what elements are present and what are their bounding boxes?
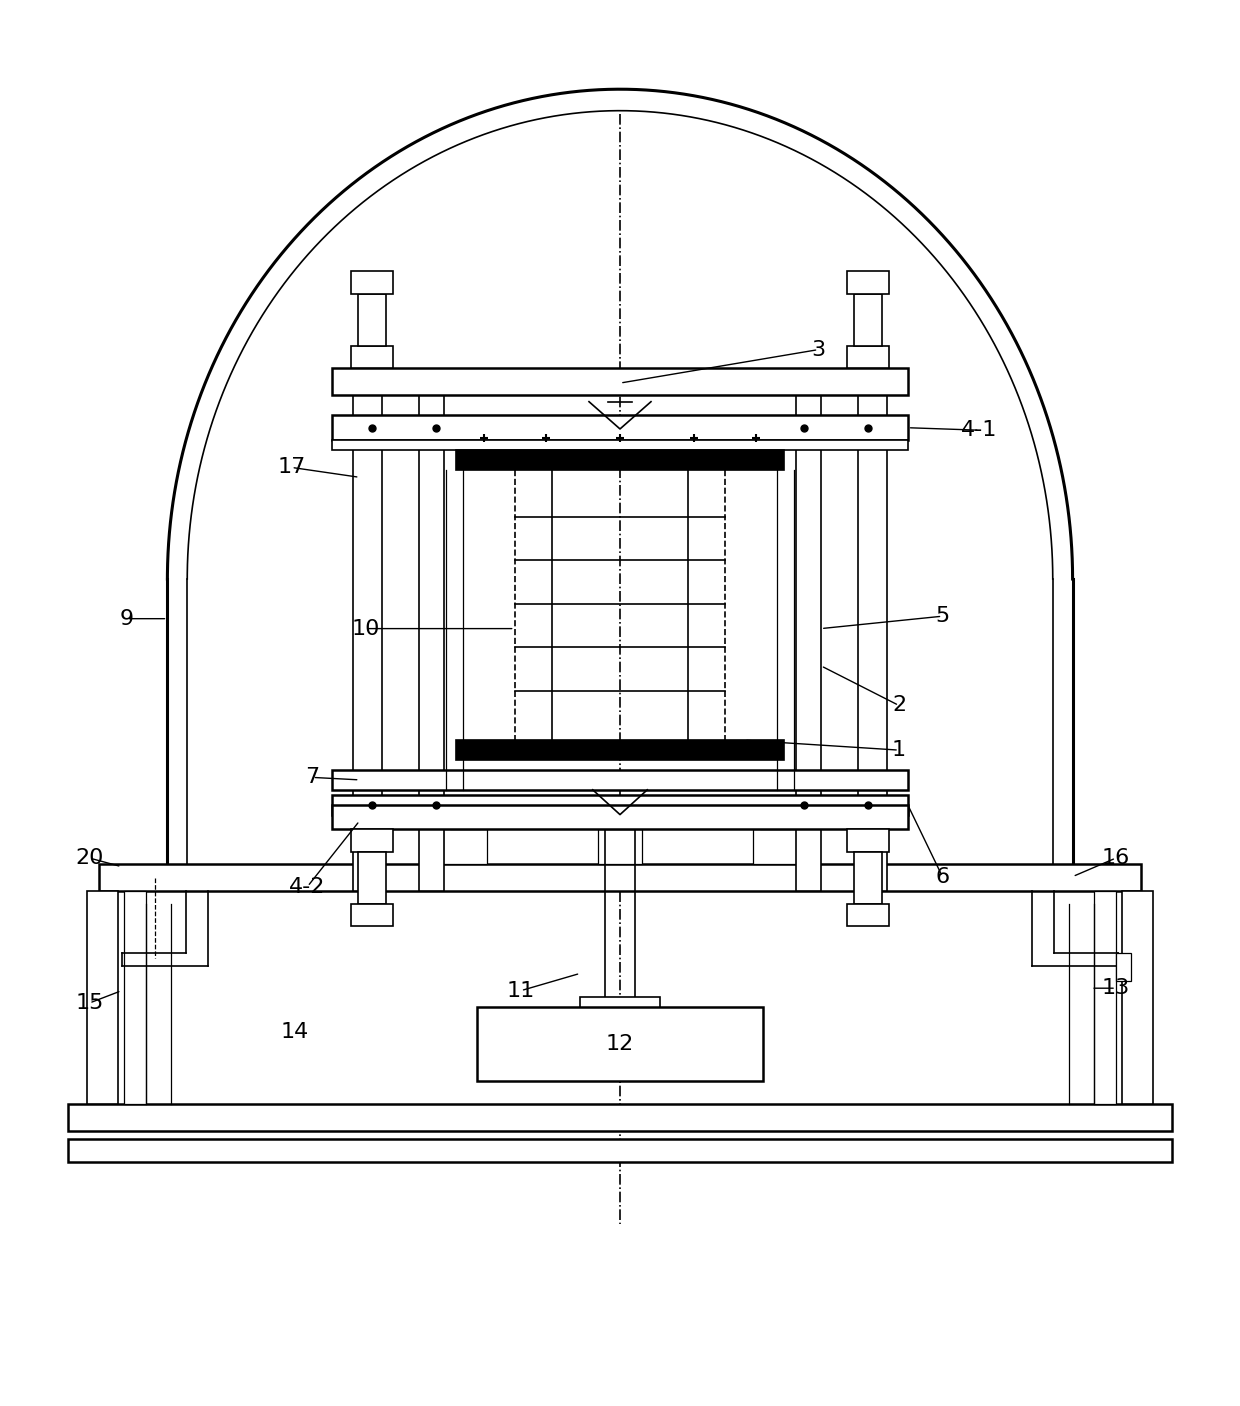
Bar [1094, 891, 1116, 1104]
Bar [847, 346, 889, 368]
Text: 4-2: 4-2 [289, 876, 326, 897]
Text: 11: 11 [507, 980, 534, 1001]
Bar [847, 830, 889, 852]
Bar [351, 271, 393, 294]
Bar [419, 395, 444, 891]
Text: 13: 13 [1102, 979, 1130, 998]
Text: 15: 15 [76, 993, 103, 1014]
Bar [456, 740, 784, 761]
Bar [443, 830, 487, 865]
Text: 20: 20 [76, 848, 103, 868]
Text: 10: 10 [352, 619, 379, 638]
Bar [598, 830, 642, 865]
Bar [605, 807, 635, 830]
Bar [854, 294, 882, 346]
Text: 7: 7 [305, 768, 320, 787]
Bar [351, 346, 393, 368]
Bar [351, 904, 393, 927]
Text: 16: 16 [1102, 848, 1130, 868]
Bar [353, 395, 382, 891]
Bar [1122, 891, 1153, 1104]
Bar [332, 368, 908, 395]
Bar [332, 770, 908, 790]
Bar [358, 852, 386, 904]
Bar [99, 865, 1141, 891]
Bar [456, 450, 784, 470]
Bar [332, 440, 908, 450]
Bar [760, 807, 790, 830]
Text: 1: 1 [892, 740, 906, 761]
Text: 2: 2 [892, 696, 906, 716]
Bar [68, 1104, 1172, 1130]
Bar [753, 830, 797, 865]
Bar [87, 891, 118, 1104]
Bar [332, 804, 908, 830]
Bar [847, 271, 889, 294]
Text: 4-1: 4-1 [961, 420, 998, 440]
Bar [450, 807, 480, 830]
Bar [332, 794, 908, 814]
Bar [124, 891, 146, 1104]
Text: 17: 17 [278, 457, 305, 478]
Bar [358, 294, 386, 346]
Text: 6: 6 [935, 866, 950, 887]
Bar [858, 395, 887, 891]
Bar [332, 415, 908, 440]
Bar [1116, 953, 1131, 981]
Text: 9: 9 [119, 609, 134, 628]
Bar [847, 904, 889, 927]
Bar [68, 1139, 1172, 1161]
Text: 12: 12 [606, 1033, 634, 1054]
Text: 3: 3 [811, 340, 826, 360]
Bar [854, 852, 882, 904]
Bar [351, 830, 393, 852]
Bar [477, 1007, 763, 1081]
Text: 14: 14 [281, 1022, 309, 1042]
Bar [580, 997, 660, 1019]
Bar [796, 395, 821, 891]
Text: 5: 5 [935, 606, 950, 626]
